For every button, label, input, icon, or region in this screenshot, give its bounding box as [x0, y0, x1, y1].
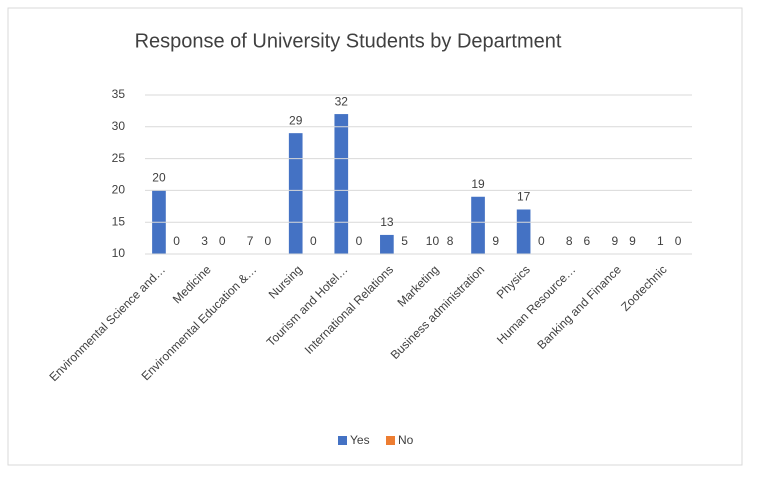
bar	[334, 114, 349, 254]
value-label: 9	[492, 234, 499, 248]
y-tick-label: 10	[112, 246, 126, 260]
y-tick-label: 25	[112, 151, 126, 165]
value-label: 8	[447, 234, 454, 248]
y-tick-label: 30	[112, 119, 126, 133]
value-label: 7	[247, 234, 254, 248]
value-label: 29	[289, 113, 303, 127]
y-tick-label: 20	[112, 183, 126, 197]
value-label: 1	[657, 234, 664, 248]
value-label: 0	[173, 234, 180, 248]
bar	[380, 234, 394, 254]
chart-title: Response of University Students by Depar…	[135, 30, 562, 52]
value-label: 10	[426, 234, 440, 248]
value-label: 32	[335, 94, 349, 108]
y-tick-label: 35	[112, 87, 126, 101]
legend-swatch	[386, 436, 395, 445]
value-label: 6	[584, 234, 591, 248]
bar	[471, 196, 485, 254]
value-label: 17	[517, 190, 531, 204]
value-label: 0	[219, 234, 226, 248]
chart-border	[7, 7, 743, 466]
value-label: 20	[152, 171, 166, 185]
value-label: 0	[538, 234, 545, 248]
value-label: 0	[675, 234, 682, 248]
value-label: 0	[264, 234, 271, 248]
value-label: 0	[356, 234, 363, 248]
value-label: 9	[629, 234, 636, 248]
value-label: 5	[401, 234, 408, 248]
value-label: 13	[380, 215, 394, 229]
legend-label: No	[398, 433, 414, 447]
value-label: 19	[471, 177, 485, 191]
value-label: 8	[566, 234, 573, 248]
y-tick-label: 15	[112, 214, 126, 228]
value-label: 9	[611, 234, 618, 248]
bar	[288, 133, 303, 254]
legend-label: Yes	[350, 433, 370, 447]
bar	[516, 209, 531, 254]
value-label: 3	[201, 234, 208, 248]
value-label: 0	[310, 234, 317, 248]
legend-swatch	[338, 436, 347, 445]
